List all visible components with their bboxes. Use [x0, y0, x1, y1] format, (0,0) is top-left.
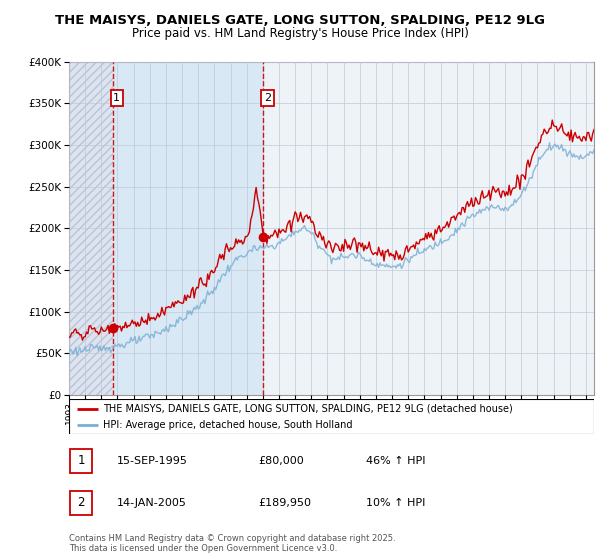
Text: £189,950: £189,950 [258, 498, 311, 507]
Text: 15-SEP-1995: 15-SEP-1995 [117, 456, 188, 465]
Text: 2: 2 [77, 496, 85, 509]
Text: THE MAISYS, DANIELS GATE, LONG SUTTON, SPALDING, PE12 9LG: THE MAISYS, DANIELS GATE, LONG SUTTON, S… [55, 14, 545, 27]
Text: Price paid vs. HM Land Registry's House Price Index (HPI): Price paid vs. HM Land Registry's House … [131, 27, 469, 40]
Text: 1: 1 [77, 454, 85, 467]
Text: 10% ↑ HPI: 10% ↑ HPI [366, 498, 425, 507]
Text: 1: 1 [113, 94, 121, 103]
Text: £80,000: £80,000 [258, 456, 304, 465]
Text: THE MAISYS, DANIELS GATE, LONG SUTTON, SPALDING, PE12 9LG (detached house): THE MAISYS, DANIELS GATE, LONG SUTTON, S… [103, 404, 513, 414]
Text: 14-JAN-2005: 14-JAN-2005 [117, 498, 187, 507]
Text: 46% ↑ HPI: 46% ↑ HPI [366, 456, 425, 465]
Text: HPI: Average price, detached house, South Holland: HPI: Average price, detached house, Sout… [103, 419, 353, 430]
Text: Contains HM Land Registry data © Crown copyright and database right 2025.
This d: Contains HM Land Registry data © Crown c… [69, 534, 395, 553]
Text: 2: 2 [264, 94, 271, 103]
